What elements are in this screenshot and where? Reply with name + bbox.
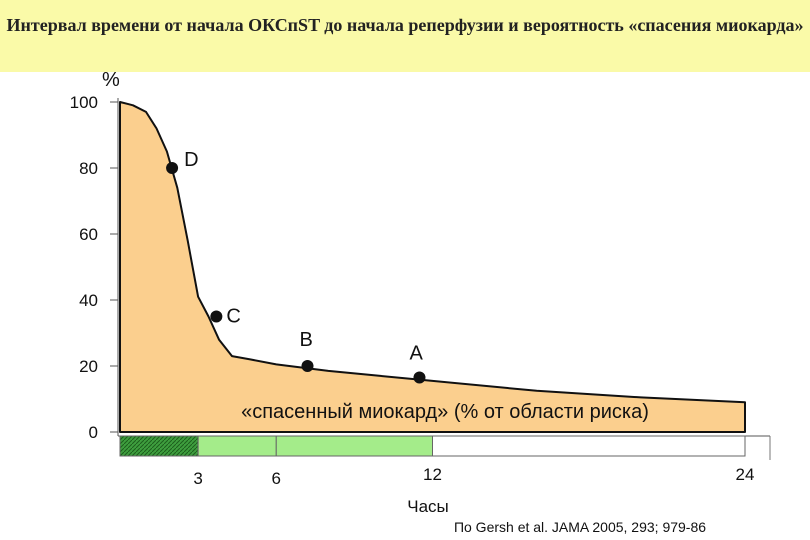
x-tick-label: 3 [193,469,202,488]
x-axis-band [432,435,746,457]
title-band [0,0,810,72]
y-tick-label: 60 [79,225,98,244]
point-label-c: C [226,306,240,328]
point-b [301,360,314,372]
x-axis-band [275,435,433,457]
saved-myocardium-area [119,101,746,433]
x-tick-label: 6 [272,469,281,488]
y-tick-label: 80 [79,159,98,178]
chart-title: Интервал времени от начала ОКСпST до нач… [6,15,804,35]
point-label-a: A [409,343,423,365]
y-tick-label: 0 [89,423,98,442]
area-annotation: «спасенный миокард» (% от области риска) [241,401,649,423]
point-label-b: B [300,329,313,351]
point-label-d: D [184,149,198,171]
y-tick-label: 20 [79,357,98,376]
x-axis-label: Часы [407,497,449,516]
x-axis-band [119,435,199,457]
x-tick-label: 12 [423,465,442,484]
x-axis-band [197,435,277,457]
source-note: По Gersh et al. JAMA 2005, 293; 979-86 [454,519,706,535]
x-tick-label: 24 [736,465,755,484]
y-axis-label: % [102,69,120,91]
y-tick-label: 40 [79,291,98,310]
y-tick-label: 100 [70,93,98,112]
point-a [413,371,426,384]
point-d [166,162,179,174]
point-c [210,310,223,323]
